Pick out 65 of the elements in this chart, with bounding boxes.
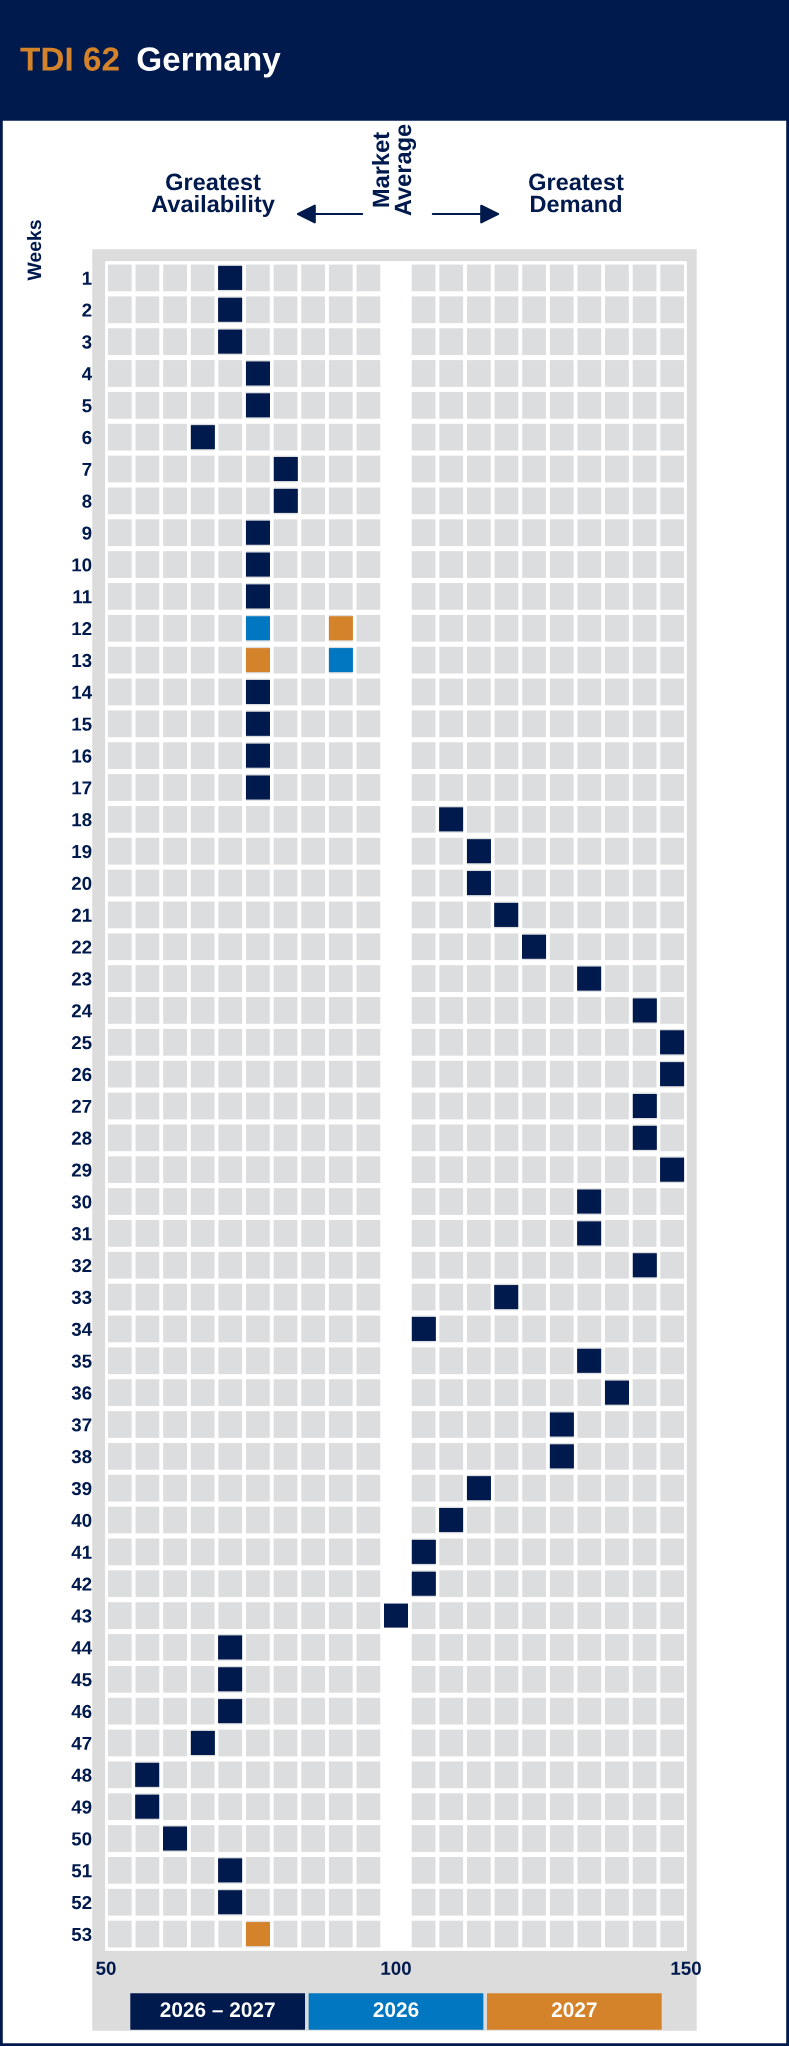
y-tick-label: 45 — [71, 1673, 92, 1687]
y-tick-label: 53 — [71, 1927, 92, 1942]
y-tick-label: 6 — [82, 430, 92, 445]
y-tick-label: 52 — [71, 1895, 92, 1910]
y-tick-label: 42 — [71, 1577, 92, 1591]
y-tick-label: 43 — [71, 1609, 92, 1623]
text: 2027 — [551, 2002, 597, 2018]
y-tick-label: 38 — [71, 1450, 92, 1464]
y-tick-label: 3 — [82, 335, 92, 349]
text: Market Average — [371, 124, 417, 216]
y-tick-label: 4 — [81, 367, 93, 381]
y-tick-label: 24 — [71, 1004, 93, 1018]
x-tick-label: 100 — [381, 1961, 411, 1975]
y-tick-label: 33 — [71, 1290, 92, 1305]
y-tick-label: 32 — [71, 1258, 92, 1273]
y-tick-label: 29 — [71, 1163, 92, 1177]
y-tick-label: 11 — [73, 590, 92, 604]
chart-subtitle: Germany — [137, 47, 281, 78]
y-tick-label: 9 — [82, 526, 92, 540]
y-tick-label: 37 — [71, 1418, 92, 1432]
y-tick-label: 34 — [71, 1322, 93, 1336]
y-tick-label: 12 — [72, 621, 92, 636]
y-tick-label: 10 — [72, 558, 92, 572]
y-tick-label: 36 — [71, 1386, 92, 1400]
y-tick-label: 30 — [71, 1195, 92, 1209]
y-tick-label: 1 — [82, 271, 92, 285]
y-tick-label: 7 — [82, 462, 92, 476]
y-tick-label: 21 — [71, 908, 92, 922]
y-tick-label: 13 — [72, 653, 92, 668]
y-tick-label: 27 — [71, 1099, 92, 1113]
text: Greatest Demand — [529, 173, 624, 213]
y-tick-label: 47 — [71, 1736, 92, 1750]
y-tick-label: 2 — [82, 303, 92, 317]
y-tick-label: 25 — [71, 1036, 92, 1050]
y-tick-label: 51 — [71, 1864, 92, 1878]
y-tick-label: 5 — [82, 399, 92, 413]
y-tick-label: 48 — [71, 1768, 92, 1782]
text: 2026 – 2027 — [160, 2002, 275, 2018]
y-tick-label: 44 — [71, 1641, 93, 1655]
y-tick-label: 8 — [82, 494, 92, 508]
y-tick-label: 18 — [72, 813, 92, 827]
y-tick-label: 26 — [71, 1067, 92, 1082]
y-tick-label: 40 — [71, 1513, 92, 1528]
y-tick-label: 15 — [72, 717, 92, 731]
x-tick-label: 150 — [671, 1961, 701, 1975]
y-tick-label: 28 — [71, 1131, 92, 1145]
y-tick-label: 31 — [71, 1227, 92, 1241]
y-tick-label: 35 — [71, 1354, 92, 1368]
y-tick-label: 17 — [72, 781, 92, 795]
y-tick-label: 50 — [71, 1832, 92, 1846]
x-tick-label: 50 — [96, 1961, 116, 1975]
y-axis-title: Weeks — [26, 220, 42, 281]
y-tick-label: 39 — [71, 1481, 92, 1496]
chart-title: TDI 62 — [20, 47, 119, 71]
text: Greatest Availability — [151, 173, 275, 218]
y-tick-label: 46 — [71, 1704, 92, 1719]
y-tick-label: 14 — [72, 685, 93, 699]
text: 2026 — [373, 2002, 419, 2018]
y-tick-label: 22 — [71, 940, 92, 954]
y-tick-label: 23 — [71, 972, 92, 986]
y-tick-label: 20 — [71, 876, 92, 891]
y-tick-label: 19 — [72, 844, 92, 859]
y-tick-label: 16 — [72, 749, 92, 763]
y-tick-label: 41 — [71, 1545, 92, 1559]
y-tick-label: 49 — [71, 1800, 92, 1814]
